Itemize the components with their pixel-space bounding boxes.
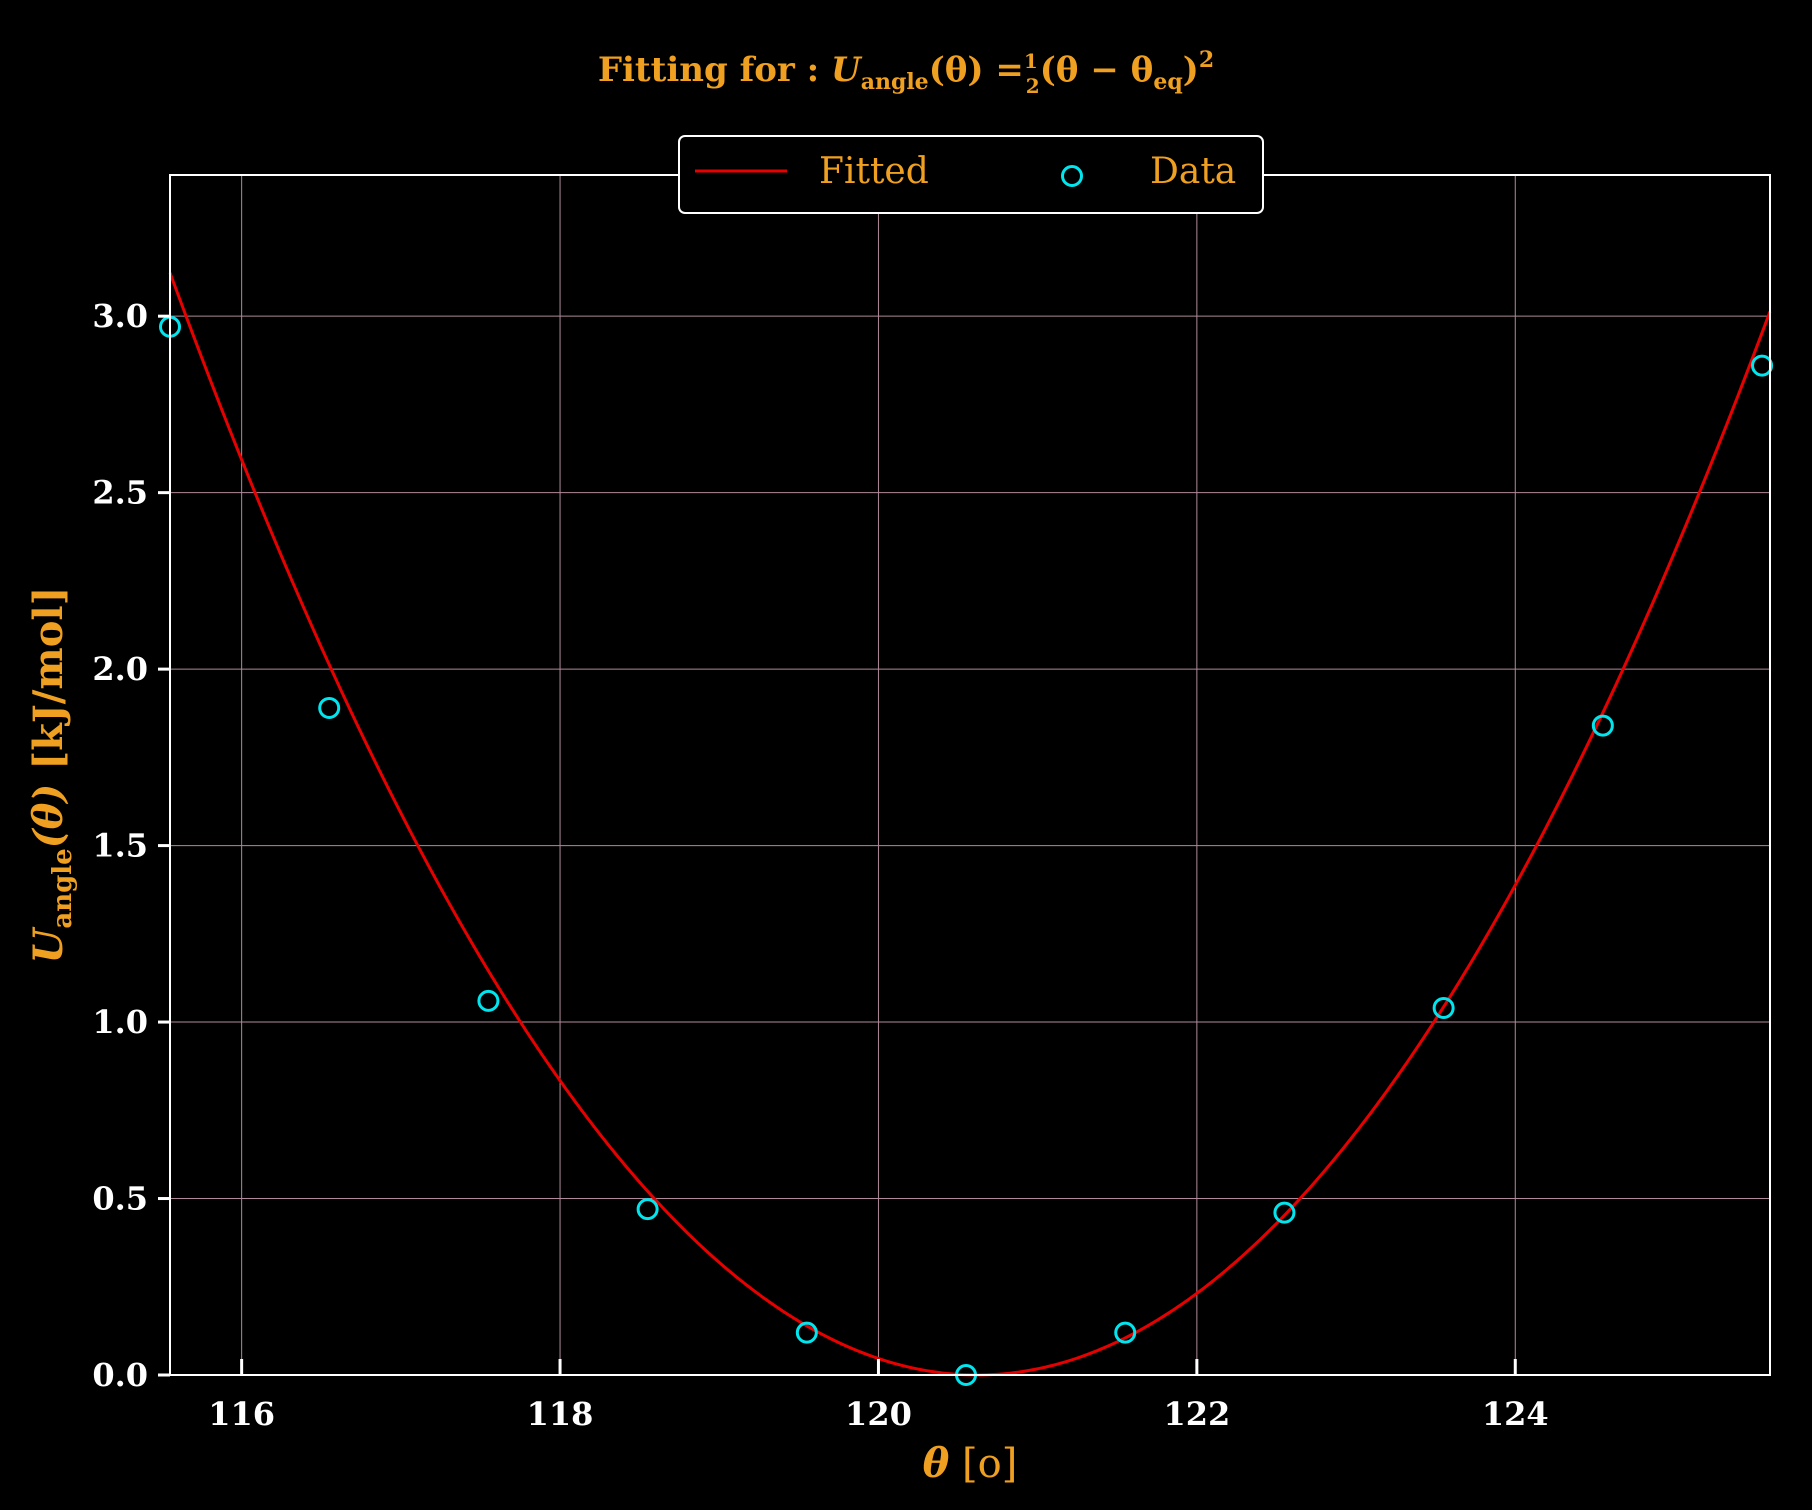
title-prefix: Fitting for : [598, 50, 831, 90]
x-axis-label-unit: [o] [962, 1441, 1017, 1487]
data-point [477, 989, 500, 1012]
y-tick-label: 2.5 [92, 474, 148, 512]
title-half-den: 2 [1026, 74, 1040, 98]
title-close: ) [1183, 50, 1199, 90]
title-half-num: 1 [1024, 49, 1038, 73]
data-point [1273, 1201, 1296, 1224]
y-axis-label: Uangle(θ) [kJ/mol] [25, 586, 78, 963]
y-tick-label: 3.0 [92, 297, 148, 335]
x-tick-label: 122 [1163, 1395, 1230, 1433]
x-axis-ticks: 116 118 120 122 124 [208, 1359, 1549, 1433]
legend-data-label: Data [1150, 151, 1236, 192]
x-tick-label: 124 [1482, 1395, 1549, 1433]
legend-data-marker [1061, 165, 1083, 187]
legend: Fitted Data [678, 135, 1264, 214]
y-axis-label-unit: [kJ/mol] [25, 586, 72, 769]
legend-box [678, 135, 1264, 214]
data-point [1751, 354, 1774, 377]
x-axis-label: θ [o] [923, 1440, 1018, 1487]
data-point [795, 1321, 818, 1344]
y-tick-label: 0.5 [92, 1180, 148, 1218]
data-point [1114, 1321, 1137, 1344]
y-axis-ticks: 0.0 0.5 1.0 1.5 2.0 2.5 3.0 [92, 297, 170, 1394]
y-axis-label-arg: (θ) [25, 784, 72, 849]
y-tick-label: 0.0 [92, 1356, 148, 1394]
title-power: 2 [1199, 47, 1214, 73]
legend-fitted-label: Fitted [819, 151, 929, 192]
data-point [1591, 714, 1614, 737]
title-u: U [831, 50, 863, 90]
x-tick-label: 120 [845, 1395, 912, 1433]
chart-title: Fitting for : Uangle(θ) =1 2(θ − θeq)2 [598, 47, 1214, 98]
title-u-sub: angle [861, 69, 929, 95]
y-axis-label-u: U [25, 927, 72, 964]
data-point [636, 1198, 659, 1221]
y-tick-label: 2.0 [92, 650, 148, 688]
x-tick-label: 116 [208, 1395, 275, 1433]
x-axis-label-theta: θ [923, 1440, 950, 1487]
title-eq-sub: eq [1153, 69, 1182, 95]
y-tick-label: 1.0 [92, 1003, 148, 1041]
y-axis-label-u-sub: angle [48, 848, 78, 928]
y-tick-label: 1.5 [92, 827, 148, 865]
title-rhs: (θ − θ [1040, 50, 1154, 90]
data-point [1432, 996, 1455, 1019]
title-lhs-arg: (θ) = [929, 50, 1024, 90]
data-point [318, 696, 341, 719]
x-tick-label: 118 [527, 1395, 594, 1433]
